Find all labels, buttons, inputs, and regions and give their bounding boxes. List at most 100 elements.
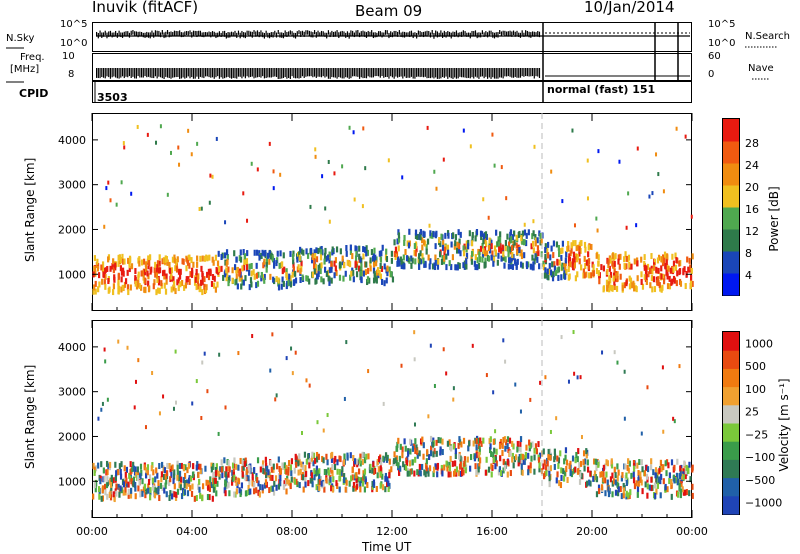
power-echo-cell xyxy=(582,272,585,279)
freq-trace xyxy=(376,68,378,77)
velocity-echo-cell xyxy=(544,464,548,471)
velocity-echo-cell xyxy=(386,476,389,483)
freq-trace xyxy=(191,68,193,78)
freq-trace xyxy=(535,68,537,77)
power-echo-cell xyxy=(208,200,211,205)
power-echo-cell xyxy=(211,256,214,263)
power-echo-cell xyxy=(663,274,666,281)
nsky-trace xyxy=(120,32,122,38)
velocity-echo-cell xyxy=(672,416,675,421)
power-echo-cell xyxy=(561,247,564,254)
velocity-echo-cell xyxy=(654,467,658,474)
power-echo-cell xyxy=(602,285,606,292)
nsky-trace xyxy=(500,31,503,36)
nsky-trace xyxy=(158,30,160,37)
velocity-echo-cell xyxy=(666,486,669,493)
power-echo-cell xyxy=(225,267,228,274)
power-echo-cell xyxy=(491,132,494,137)
power-echo-cell xyxy=(630,263,633,270)
velocity-echo-cell xyxy=(675,472,679,479)
power-echo-cell xyxy=(120,180,123,185)
velocity-echo-cell xyxy=(304,481,307,488)
power-echo-cell xyxy=(268,251,271,258)
power-echo-cell xyxy=(248,269,251,276)
power-echo-cell xyxy=(165,278,168,285)
power-echo-cell xyxy=(244,275,247,282)
power-colorbar-swatch xyxy=(723,251,739,274)
power-echo-cell xyxy=(231,277,234,284)
power-echo-cell xyxy=(319,268,322,275)
power-echo-cell xyxy=(380,250,383,257)
nsky-trace xyxy=(483,32,485,37)
power-echo-cell xyxy=(490,239,493,246)
freq-trace xyxy=(377,68,380,77)
velocity-echo-cell xyxy=(660,473,663,480)
velocity-echo-cell xyxy=(435,439,438,446)
velocity-echo-cell xyxy=(186,490,190,497)
power-echo-cell xyxy=(101,278,104,285)
power-echo-cell xyxy=(279,250,282,257)
velocity-echo-cell xyxy=(330,456,334,463)
power-echo-cell xyxy=(434,259,437,266)
power-echo-cell xyxy=(372,261,376,268)
velocity-echo-cell xyxy=(498,443,502,450)
power-echo-cell xyxy=(482,248,485,255)
velocity-echo-cell xyxy=(439,446,442,453)
power-echo-cell xyxy=(236,266,239,273)
power-echo-cell xyxy=(595,216,598,221)
velocity-echo-cell xyxy=(538,452,542,459)
velocity-colorbar-swatch xyxy=(723,477,739,497)
velocity-echo-cell xyxy=(228,490,231,497)
power-echo-cell xyxy=(359,256,362,263)
nsky-trace xyxy=(313,30,316,35)
velocity-echo-cell xyxy=(297,460,300,467)
power-echo-cell xyxy=(155,289,158,296)
power-echo-cell xyxy=(365,250,368,257)
velocity-echo-cell xyxy=(234,476,237,483)
power-echo-cell xyxy=(564,264,567,271)
velocity-echo-cell xyxy=(613,466,616,473)
velocity-echo-cell xyxy=(519,458,522,465)
velocity-colorbar-tick: −25 xyxy=(745,428,768,441)
velocity-echo-cell xyxy=(329,476,332,483)
velocity-echo-cell xyxy=(187,480,191,487)
velocity-echo-cell xyxy=(372,479,376,486)
power-echo-cell xyxy=(206,271,209,278)
velocity-echo-cell xyxy=(650,476,653,483)
velocity-echo-cell xyxy=(677,491,680,498)
freq-trace xyxy=(137,68,139,77)
velocity-echo-cell xyxy=(433,451,436,458)
power-echo-cell xyxy=(519,250,522,257)
velocity-echo-cell xyxy=(549,429,552,434)
power-echo-cell xyxy=(450,264,453,271)
nsky-trace xyxy=(526,30,528,37)
nsky-trace xyxy=(303,31,305,37)
velocity-echo-cell xyxy=(342,477,346,484)
velocity-echo-cell xyxy=(146,464,150,471)
velocity-echo-cell xyxy=(485,373,488,378)
freq-trace xyxy=(452,68,454,79)
power-echo-cell xyxy=(481,256,484,263)
velocity-echo-cell xyxy=(293,478,297,485)
velocity-echo-cell xyxy=(682,474,685,481)
power-echo-cell xyxy=(112,267,115,274)
power-echo-cell xyxy=(689,264,692,271)
velocity-echo-cell xyxy=(446,465,449,472)
velocity-echo-cell xyxy=(332,476,335,483)
velocity-echo-cell xyxy=(684,468,688,475)
velocity-echo-cell xyxy=(640,479,643,486)
power-echo-cell xyxy=(525,232,528,239)
power-echo-cell xyxy=(358,245,361,252)
velocity-echo-cell xyxy=(309,477,312,484)
power-echo-cell xyxy=(568,253,571,260)
power-echo-cell xyxy=(623,263,626,270)
velocity-echo-cell xyxy=(119,473,123,480)
freq-trace xyxy=(388,68,390,79)
power-echo-cell xyxy=(260,271,263,278)
velocity-echo-cell xyxy=(147,487,150,494)
velocity-echo-cell xyxy=(421,436,424,443)
velocity-echo-cell xyxy=(622,492,625,499)
power-echo-cell xyxy=(499,231,502,238)
freq-trace xyxy=(350,68,352,79)
velocity-echo-cell xyxy=(126,345,129,350)
